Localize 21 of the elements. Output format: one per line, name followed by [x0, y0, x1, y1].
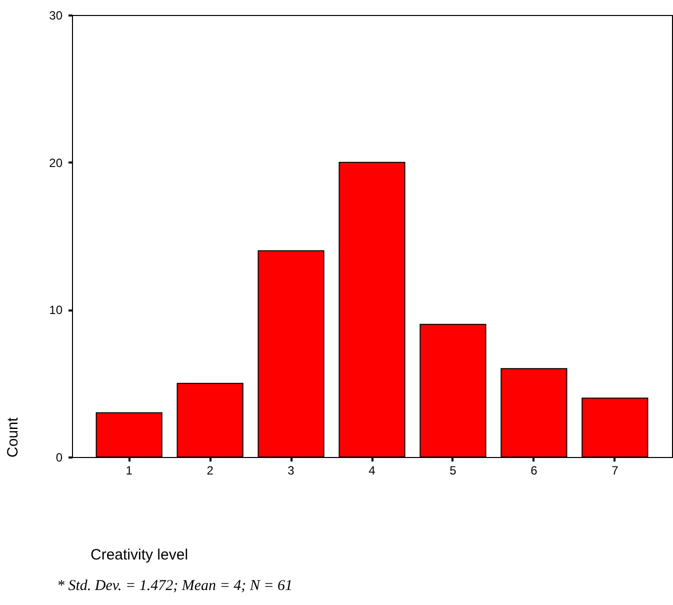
bar	[582, 398, 648, 458]
bar	[258, 250, 324, 458]
bar	[420, 324, 486, 458]
x-tick-label: 4	[368, 464, 376, 478]
x-tick-label: 7	[612, 464, 619, 478]
y-tick-label: 30	[49, 8, 63, 22]
bar	[96, 412, 162, 458]
x-tick-label: 6	[530, 464, 538, 478]
bar	[338, 162, 406, 458]
y-axis-title: Count	[4, 416, 22, 458]
y-tick-label: 10	[49, 303, 63, 318]
x-tick-label: 3	[288, 464, 295, 478]
bar	[176, 382, 244, 458]
bar	[500, 368, 568, 458]
x-tick-label: 5	[450, 464, 457, 478]
x-tick-label: 2	[206, 464, 214, 478]
x-axis-title: Creativity level	[90, 546, 188, 564]
y-tick-label: 20	[49, 156, 63, 170]
x-tick-label: 1	[126, 464, 133, 478]
text: * Std. Dev. = 1.472; Mean = 4; N = 61	[57, 578, 292, 594]
y-tick-label: 0	[56, 450, 63, 464]
